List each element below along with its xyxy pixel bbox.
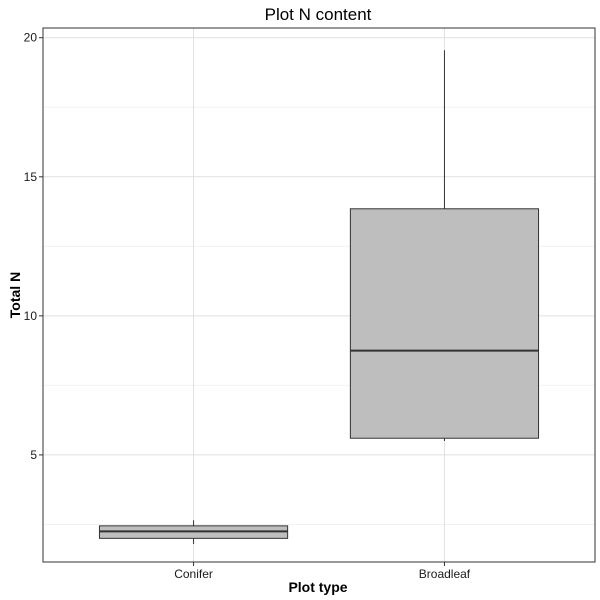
x-tick-label: Broadleaf [419, 567, 471, 581]
chart-title: Plot N content [265, 5, 372, 24]
y-tick-label: 5 [30, 448, 37, 462]
panel-border [42, 27, 596, 563]
y-tick-label: 10 [24, 309, 38, 323]
box-layer [98, 50, 540, 544]
axis-layer: 5 10 15 20 Conifer Broadleaf [24, 31, 471, 581]
y-tick-label: 15 [24, 170, 38, 184]
box-broadleaf [349, 208, 540, 439]
y-tick-label: 20 [24, 31, 38, 45]
x-axis-title: Plot type [288, 579, 347, 595]
y-axis-title: Total N [7, 272, 23, 318]
x-tick-label: Conifer [174, 567, 213, 581]
grid-layer [43, 28, 595, 562]
